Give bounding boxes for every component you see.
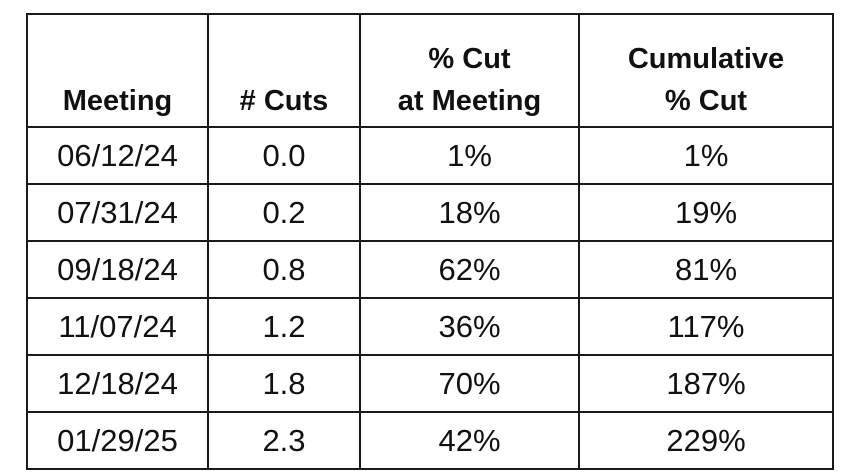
header-meeting-line: Meeting: [62, 85, 173, 117]
cell-meeting: 07/31/24: [26, 183, 209, 242]
cell-cuts: 0.8: [207, 240, 361, 299]
header-cuts-line: # Cuts: [239, 85, 329, 117]
table-row: 07/31/24 0.2 18% 19%: [26, 183, 834, 242]
cell-cuts: 1.2: [207, 297, 361, 356]
table-row: 01/29/25 2.3 42% 229%: [26, 411, 834, 470]
header-cuts: # Cuts: [207, 13, 361, 128]
cell-pct-cut: 18%: [359, 183, 580, 242]
cell-pct-cut: 62%: [359, 240, 580, 299]
cell-cuts: 0.2: [207, 183, 361, 242]
header-row: Meeting # Cuts % Cut at Meeting Cumulati…: [26, 13, 834, 128]
cell-meeting: 12/18/24: [26, 354, 209, 413]
cell-cuts: 1.8: [207, 354, 361, 413]
cell-cuts: 0.0: [207, 126, 361, 185]
cell-cumulative: 187%: [578, 354, 834, 413]
header-cumulative: Cumulative % Cut: [578, 13, 834, 128]
table-row: 12/18/24 1.8 70% 187%: [26, 354, 834, 413]
cell-meeting: 01/29/25: [26, 411, 209, 470]
cell-pct-cut: 70%: [359, 354, 580, 413]
header-pct-cut: % Cut at Meeting: [359, 13, 580, 128]
cell-cumulative: 81%: [578, 240, 834, 299]
cell-meeting: 11/07/24: [26, 297, 209, 356]
cell-pct-cut: 42%: [359, 411, 580, 470]
header-cumulative-line-1: Cumulative: [627, 43, 785, 75]
cell-cumulative: 19%: [578, 183, 834, 242]
rate-cut-table: Meeting # Cuts % Cut at Meeting Cumulati…: [26, 13, 834, 470]
header-meeting: Meeting: [26, 13, 209, 128]
cell-cuts: 2.3: [207, 411, 361, 470]
cell-pct-cut: 36%: [359, 297, 580, 356]
header-pct-cut-line-1: % Cut: [428, 43, 511, 75]
cell-pct-cut: 1%: [359, 126, 580, 185]
table-row: 06/12/24 0.0 1% 1%: [26, 126, 834, 185]
cell-cumulative: 1%: [578, 126, 834, 185]
table-row: 09/18/24 0.8 62% 81%: [26, 240, 834, 299]
cell-cumulative: 229%: [578, 411, 834, 470]
header-pct-cut-line-2: at Meeting: [397, 85, 542, 117]
header-cumulative-line-2: % Cut: [664, 85, 748, 117]
cell-meeting: 09/18/24: [26, 240, 209, 299]
cell-cumulative: 117%: [578, 297, 834, 356]
cell-meeting: 06/12/24: [26, 126, 209, 185]
table-row: 11/07/24 1.2 36% 117%: [26, 297, 834, 356]
